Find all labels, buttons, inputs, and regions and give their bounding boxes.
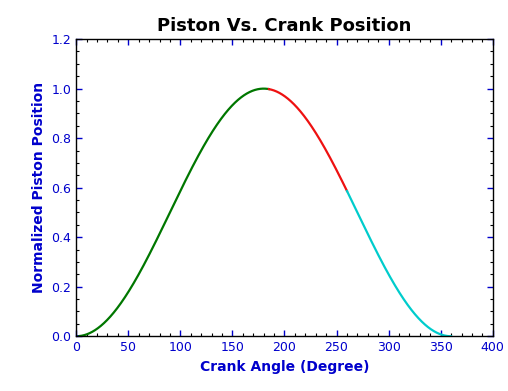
Y-axis label: Normalized Piston Position: Normalized Piston Position (32, 82, 46, 293)
X-axis label: Crank Angle (Degree): Crank Angle (Degree) (200, 360, 369, 374)
Title: Piston Vs. Crank Position: Piston Vs. Crank Position (157, 17, 411, 35)
